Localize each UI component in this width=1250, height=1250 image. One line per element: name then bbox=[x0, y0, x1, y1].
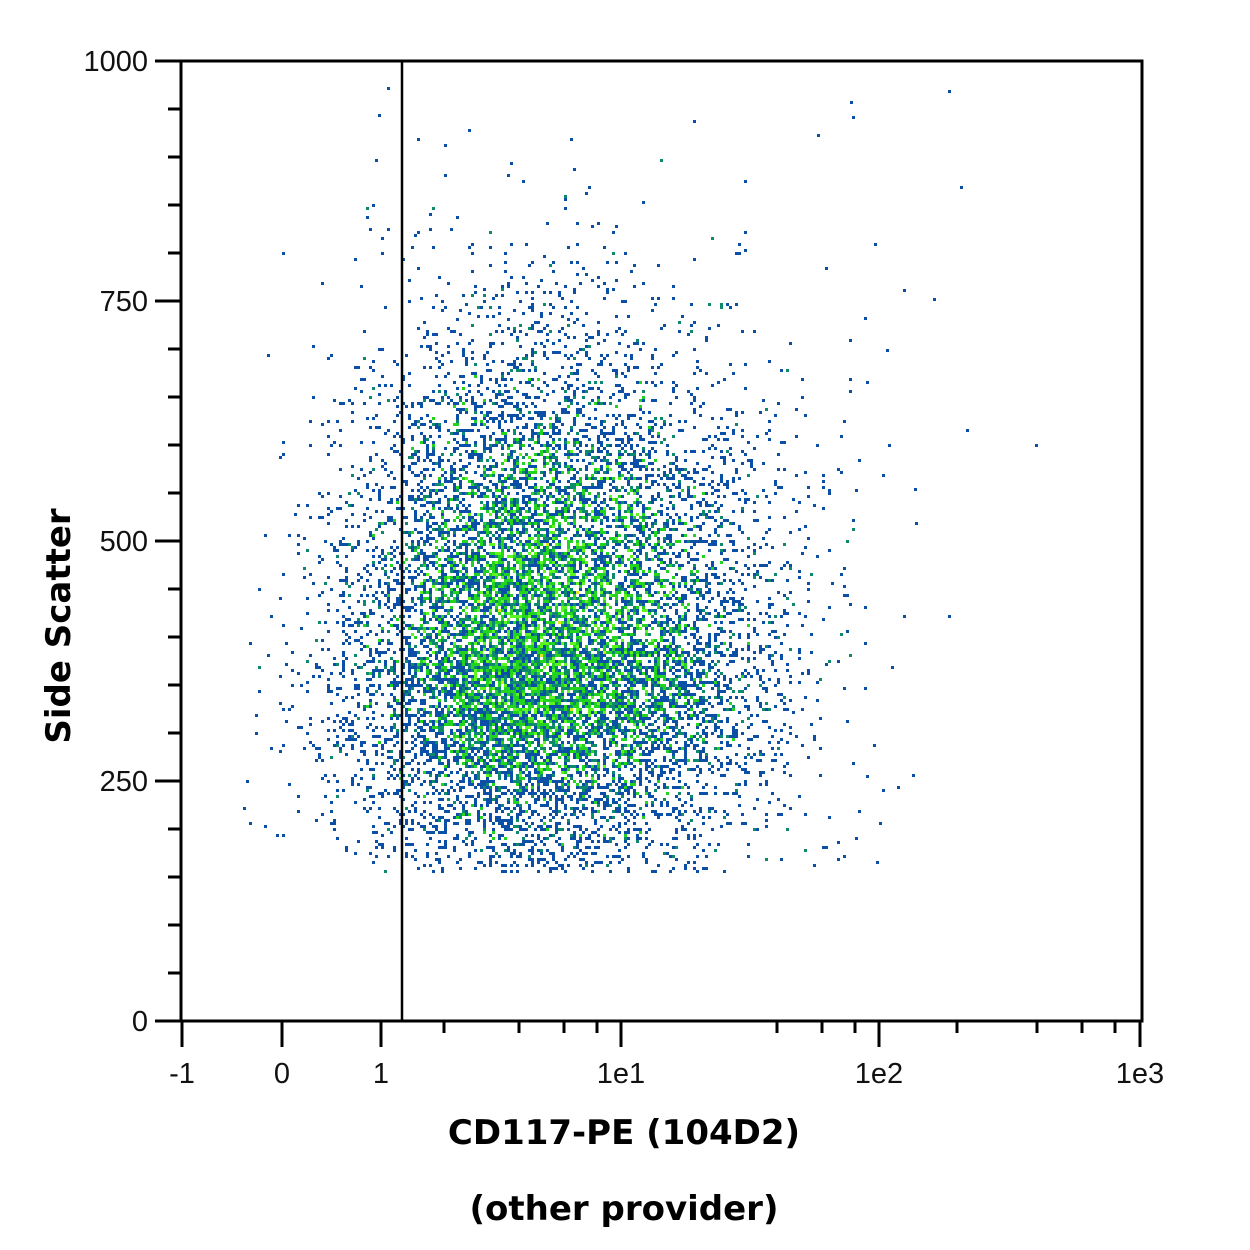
outlier-dot bbox=[378, 114, 381, 117]
outlier-dot bbox=[852, 116, 855, 119]
outlier-dot bbox=[966, 429, 969, 432]
x-axis: -1 0 1 1e1 1e2 1e3 bbox=[169, 1021, 1164, 1090]
outlier-dots bbox=[258, 90, 1038, 844]
outlier-dot bbox=[914, 488, 917, 491]
y-axis: 1000 750 500 250 0 bbox=[83, 46, 181, 1038]
outlier-dot bbox=[817, 134, 820, 137]
x-tick-label: 0 bbox=[274, 1058, 290, 1090]
event-dots bbox=[243, 87, 951, 873]
y-tick-label: 750 bbox=[100, 286, 148, 318]
outlier-dot bbox=[933, 298, 936, 301]
x-tick-label: 1e2 bbox=[855, 1058, 903, 1090]
x-axis-subtitle: (other provider) bbox=[469, 1189, 778, 1229]
outlier-dot bbox=[874, 243, 877, 246]
outlier-dot bbox=[258, 690, 261, 693]
outlier-dot bbox=[903, 615, 906, 618]
y-tick-label: 250 bbox=[100, 766, 148, 798]
y-tick-label: 1000 bbox=[83, 46, 148, 78]
y-axis-title: Side Scatter bbox=[39, 508, 79, 744]
x-tick-label: -1 bbox=[169, 1058, 195, 1090]
x-tick-label: 1 bbox=[373, 1058, 389, 1090]
x-tick-label: 1e3 bbox=[1116, 1058, 1164, 1090]
outlier-dot bbox=[850, 101, 853, 104]
outlier-dot bbox=[1035, 444, 1038, 447]
x-tick-label: 1e1 bbox=[597, 1058, 645, 1090]
outlier-dot bbox=[915, 522, 918, 525]
outlier-dot bbox=[960, 186, 963, 189]
y-tick-label: 0 bbox=[132, 1006, 148, 1038]
outlier-dot bbox=[825, 267, 828, 270]
y-tick-label: 500 bbox=[100, 526, 148, 558]
outlier-dot bbox=[837, 841, 840, 844]
outlier-dot bbox=[866, 775, 869, 778]
outlier-dot bbox=[282, 834, 285, 837]
outlier-dot bbox=[948, 90, 951, 93]
outlier-dot bbox=[866, 381, 869, 384]
outlier-dot bbox=[886, 349, 889, 352]
x-axis-title: CD117-PE (104D2) bbox=[448, 1113, 800, 1153]
outlier-dot bbox=[903, 289, 906, 292]
outlier-dot bbox=[864, 317, 867, 320]
